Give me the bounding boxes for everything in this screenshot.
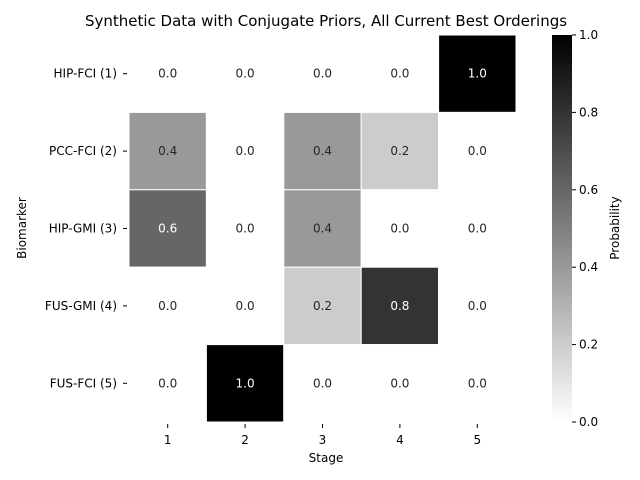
colorbar-gradient [552, 35, 572, 422]
heatmap-cell [283, 344, 362, 423]
heatmap-cell [205, 34, 285, 113]
cell-value-label: 0.0 [236, 144, 255, 158]
heatmap-cell [438, 266, 517, 346]
cell-value-label: 0.2 [390, 144, 409, 158]
cell-value-label: 0.0 [158, 67, 177, 81]
colorbar-tick-label: 0.0 [579, 415, 598, 429]
cell-value-label: 0.4 [158, 144, 177, 158]
y-tick-label: FUS-FCI (5) [50, 376, 117, 390]
cell-value-label: 0.0 [236, 67, 255, 81]
heatmap-cell [128, 34, 207, 113]
x-tick-label: 5 [473, 433, 481, 447]
heatmap-cell [283, 189, 362, 268]
cell-value-label: 0.2 [313, 299, 332, 313]
heatmap-cell [128, 111, 207, 191]
y-tick-label: HIP-GMI (3) [49, 222, 117, 236]
colorbar-tick-label: 0.2 [579, 338, 598, 352]
heatmap-cell [438, 189, 517, 268]
cell-value-label: 0.8 [390, 299, 409, 313]
cell-value-label: 0.0 [390, 67, 409, 81]
heatmap-cell [283, 34, 362, 113]
heatmap-cells: 0.0 0.0 0.0 0.0 1.0 0.4 0.0 0.4 0.2 0.0 0.6 0.0 0.4 0… [128, 34, 517, 423]
cell-value-label: 0.0 [468, 376, 487, 390]
colorbar: 0.0 0.2 0.4 0.6 0.8 1.0 [552, 28, 598, 429]
y-tick-label: FUS-GMI (4) [45, 299, 117, 313]
cell-value-label: 0.0 [468, 222, 487, 236]
cell-value-label: 0.0 [390, 222, 409, 236]
heatmap-cell [283, 111, 362, 191]
y-tick-label: PCC-FCI (2) [49, 144, 117, 158]
cell-value-label: 0.6 [158, 222, 177, 236]
heatmap-cell [438, 111, 517, 191]
heatmap-cell [205, 266, 285, 346]
x-tick-label: 3 [319, 433, 327, 447]
x-tick-label: 4 [396, 433, 404, 447]
cell-value-label: 0.0 [158, 299, 177, 313]
heatmap-cell [360, 266, 440, 346]
y-tick-label: HIP-FCI (1) [54, 67, 118, 81]
cell-value-label: 1.0 [236, 376, 255, 390]
heatmap-cell [360, 189, 440, 268]
colorbar-tick-label: 0.6 [579, 183, 598, 197]
y-axis-label: Biomarker [15, 197, 29, 259]
heatmap-cell [438, 344, 517, 423]
y-tick-labels: HIP-FCI (1) PCC-FCI (2) HIP-GMI (3) FUS-GMI… [45, 67, 127, 390]
cell-value-label: 1.0 [468, 67, 487, 81]
x-tick-labels: 1 2 3 4 5 [164, 424, 481, 447]
x-tick-label: 1 [164, 433, 172, 447]
x-axis-label: Stage [309, 451, 344, 465]
cell-value-label: 0.0 [390, 376, 409, 390]
cell-value-label: 0.0 [468, 144, 487, 158]
colorbar-tick-label: 1.0 [579, 28, 598, 42]
heatmap-cell [438, 34, 517, 113]
cell-value-label: 0.4 [313, 144, 332, 158]
cell-value-label: 0.0 [468, 299, 487, 313]
cell-value-label: 0.4 [313, 222, 332, 236]
heatmap-cell [205, 344, 285, 423]
heatmap-cell [360, 34, 440, 113]
cell-value-label: 0.0 [313, 376, 332, 390]
heatmap-cell [205, 189, 285, 268]
cell-value-label: 0.0 [236, 299, 255, 313]
colorbar-tick-label: 0.4 [579, 260, 598, 274]
heatmap-cell [128, 344, 207, 423]
heatmap-cell [283, 266, 362, 346]
colorbar-tick-label: 0.8 [579, 105, 598, 119]
chart-title: Synthetic Data with Conjugate Priors, Al… [85, 12, 567, 30]
colorbar-label: Probability [608, 196, 622, 259]
cell-value-label: 0.0 [236, 222, 255, 236]
x-tick-label: 2 [241, 433, 249, 447]
cell-value-label: 0.0 [158, 376, 177, 390]
heatmap-cell [128, 266, 207, 346]
cell-value-label: 0.0 [313, 67, 332, 81]
